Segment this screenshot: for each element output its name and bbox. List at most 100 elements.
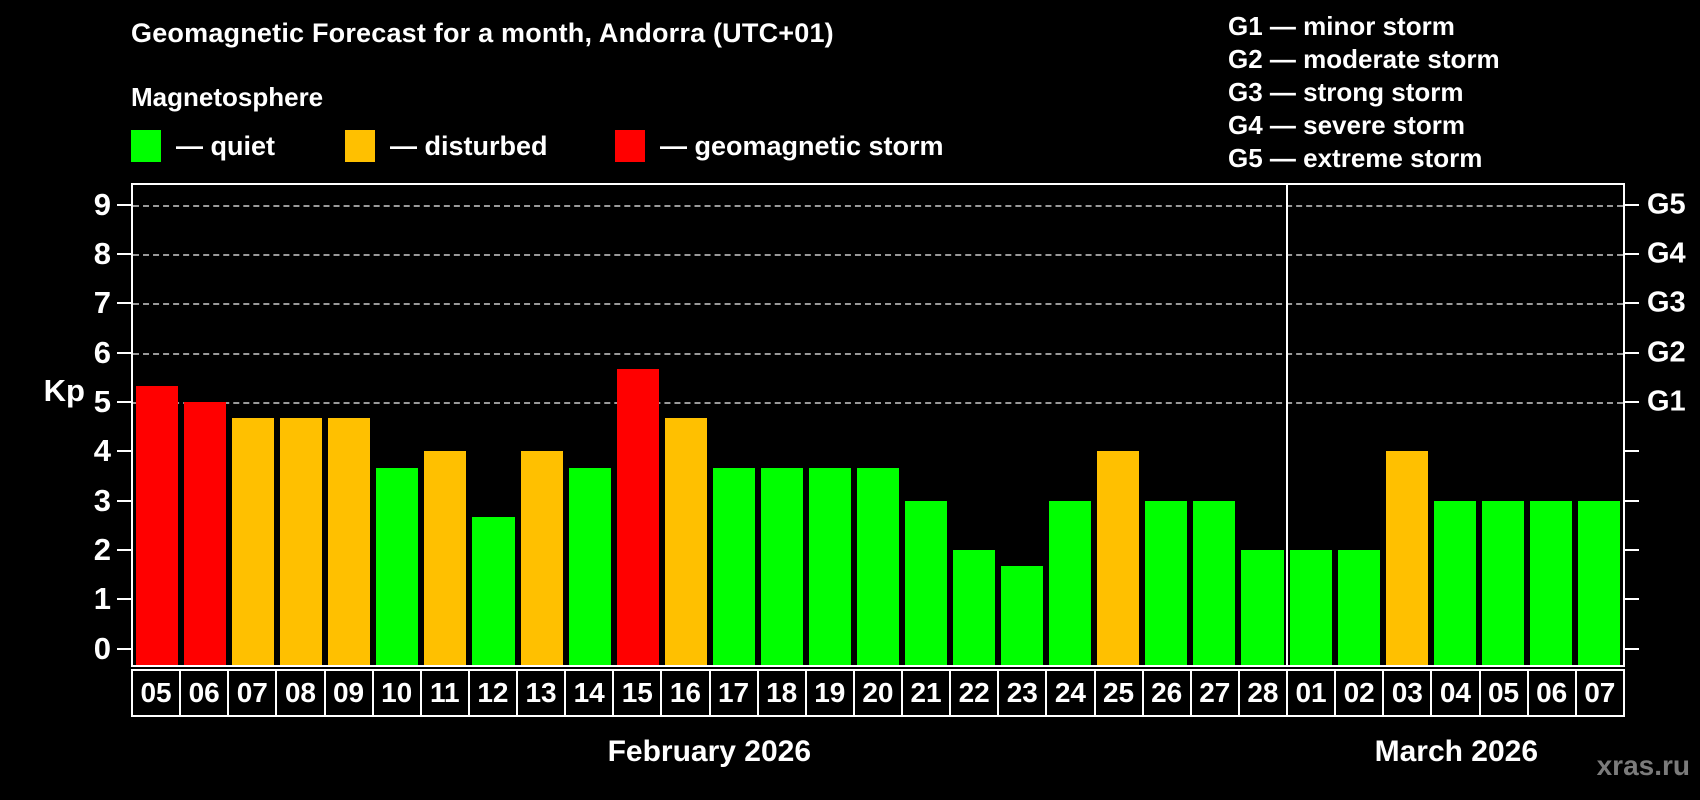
- day-label-february-22: 22: [949, 669, 1000, 717]
- kp-bar-february-28: [1241, 550, 1284, 665]
- y-tick-label-0: 0: [93, 630, 111, 666]
- kp-bar-february-25: [1097, 451, 1140, 665]
- chart-title: Geomagnetic Forecast for a month, Andorr…: [131, 18, 834, 48]
- kp-bar-february-16: [664, 418, 707, 665]
- bar-cell-24: [1046, 185, 1094, 665]
- day-label-february-23: 23: [997, 669, 1048, 717]
- left-tick-kp-7: [117, 302, 131, 305]
- day-label-february-17: 17: [708, 669, 759, 717]
- legend-item-quiet: — quiet: [131, 127, 275, 165]
- day-label-february-05: 05: [131, 669, 182, 717]
- legend-swatch-quiet: [131, 130, 161, 162]
- month-label-february: February 2026: [607, 735, 812, 768]
- kp-bar-february-15: [616, 369, 659, 665]
- y-tick-label-7: 7: [93, 285, 111, 321]
- day-label-february-13: 13: [516, 669, 567, 717]
- left-tick-kp-9: [117, 203, 131, 206]
- bar-cell-07: [229, 185, 277, 665]
- bar-cell-14: [566, 185, 614, 665]
- day-label-february-15: 15: [612, 669, 663, 717]
- left-tick-kp-6: [117, 351, 131, 354]
- kp-bar-february-21: [905, 500, 948, 665]
- day-label-march-05: 05: [1478, 669, 1529, 717]
- bar-cell-06: [1527, 185, 1575, 665]
- kp-bar-february-23: [1001, 566, 1044, 665]
- right-tick-kp-2: [1625, 549, 1639, 552]
- bar-cell-27: [1190, 185, 1238, 665]
- bar-cell-25: [1094, 185, 1142, 665]
- day-label-february-18: 18: [756, 669, 807, 717]
- kp-bar-march-01: [1289, 550, 1332, 665]
- kp-bar-february-26: [1145, 500, 1188, 665]
- kp-bar-february-13: [520, 451, 563, 665]
- gridline-kp-7: [133, 303, 1623, 306]
- kp-bar-march-06: [1529, 500, 1572, 665]
- gridline-kp-5: [133, 402, 1623, 405]
- right-axis-label-g2: G2: [1647, 336, 1686, 369]
- kp-bar-february-08: [280, 418, 323, 665]
- g-scale-legend: G1 — minor storm G2 — moderate storm G3 — …: [1228, 10, 1500, 175]
- day-label-march-04: 04: [1430, 669, 1481, 717]
- y-tick-label-6: 6: [93, 334, 111, 370]
- kp-bar-february-24: [1049, 500, 1092, 665]
- y-axis-title: Kp: [43, 373, 85, 409]
- day-axis: 05 06 07 08 09 10 11 12 13 14 15 16 17 18 19 20 21 22 23 24…: [131, 669, 1625, 717]
- right-tick-kp-8: [1625, 253, 1639, 256]
- kp-bar-february-05: [136, 385, 179, 665]
- left-tick-kp-5: [117, 401, 131, 404]
- bar-cell-13: [518, 185, 566, 665]
- kp-bar-february-12: [472, 517, 515, 665]
- day-label-march-06: 06: [1526, 669, 1577, 717]
- right-axis-label-g3: G3: [1647, 286, 1686, 319]
- g-legend-line: G3 — strong storm: [1228, 77, 1464, 107]
- y-tick-label-4: 4: [93, 433, 111, 469]
- g-legend-line: G2 — moderate storm: [1228, 44, 1500, 74]
- bar-cell-10: [373, 185, 421, 665]
- bars-container: [133, 185, 1623, 665]
- y-tick-label-8: 8: [93, 236, 111, 272]
- right-axis-label-g4: G4: [1647, 237, 1686, 270]
- day-label-february-07: 07: [227, 669, 278, 717]
- kp-bar-february-19: [808, 467, 851, 665]
- day-label-february-27: 27: [1189, 669, 1240, 717]
- month-axis: February 2026 March 2026: [131, 735, 1625, 769]
- bar-cell-05: [1479, 185, 1527, 665]
- kp-state-legend: — quiet — disturbed — geomagnetic storm: [0, 127, 1700, 165]
- legend-label-quiet: — quiet: [176, 130, 275, 161]
- watermark: xras.ru: [1596, 750, 1690, 781]
- kp-bar-february-20: [856, 467, 899, 665]
- bar-cell-12: [469, 185, 517, 665]
- right-tick-kp-3: [1625, 499, 1639, 502]
- day-label-february-12: 12: [467, 669, 518, 717]
- right-tick-kp-7: [1625, 302, 1639, 305]
- day-label-february-16: 16: [660, 669, 711, 717]
- bar-cell-22: [950, 185, 998, 665]
- bar-cell-21: [902, 185, 950, 665]
- day-label-february-24: 24: [1045, 669, 1096, 717]
- g-legend-line: G5 — extreme storm: [1228, 143, 1483, 173]
- bar-cell-08: [277, 185, 325, 665]
- bar-cell-15: [614, 185, 662, 665]
- day-label-february-10: 10: [371, 669, 422, 717]
- kp-bar-february-18: [760, 467, 803, 665]
- plot-area: Kp 0 1 2 3 4 5 6 7 8 9 G1 G2 G3 G4 G5: [44, 183, 1686, 667]
- legend-label-disturbed: — disturbed: [390, 130, 548, 161]
- bar-cell-28: [1238, 185, 1286, 665]
- right-axis-label-g1: G1: [1647, 385, 1686, 418]
- kp-bar-march-04: [1433, 500, 1476, 665]
- right-tick-kp-4: [1625, 450, 1639, 453]
- legend-swatch-disturbed: [345, 130, 375, 162]
- month-label-march: March 2026: [1374, 735, 1539, 768]
- day-label-february-25: 25: [1093, 669, 1144, 717]
- gridline-kp-9: [133, 204, 1623, 207]
- left-tick-kp-0: [117, 647, 131, 650]
- bar-cell-11: [421, 185, 469, 665]
- right-tick-kp-5: [1625, 401, 1639, 404]
- bar-cell-01: [1287, 185, 1335, 665]
- y-tick-label-5: 5: [93, 384, 111, 420]
- day-label-february-08: 08: [275, 669, 326, 717]
- month-separator-line: [1285, 185, 1288, 665]
- left-tick-kp-2: [117, 549, 131, 552]
- bar-cell-06: [181, 185, 229, 665]
- kp-bar-february-10: [376, 467, 419, 665]
